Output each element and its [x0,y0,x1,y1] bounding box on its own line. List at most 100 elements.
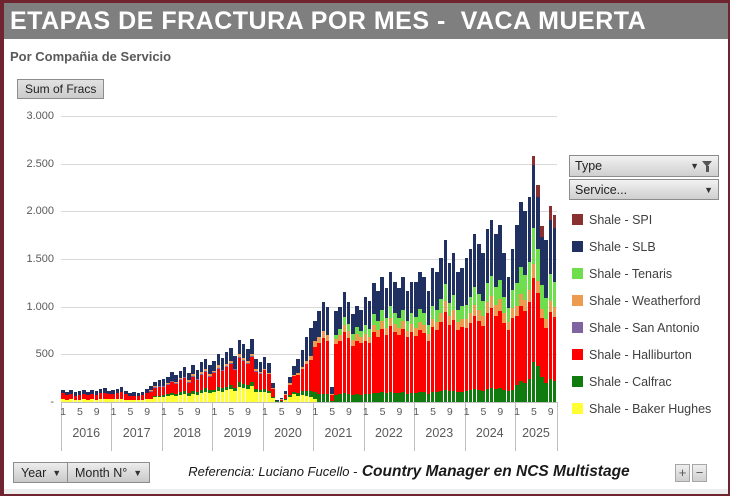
bar-segment-weatherford [531,263,536,279]
zoom-in-button[interactable]: + [675,464,690,482]
zoom-out-button[interactable]: − [692,464,707,482]
bar-segment-tenaris [409,313,414,325]
legend-label-spi: Shale - SPI [589,212,653,227]
bar-segment-tenaris [481,301,485,317]
bar-segment-calfrac [174,393,179,396]
bar-segment-halliburton [271,388,275,397]
bar-segment-sanantonio [161,385,166,387]
month-tick-label: 9 [245,406,251,418]
bar-segment-calfrac [481,390,485,402]
bar-segment-calfrac [187,393,191,396]
chevron-down-icon: ▼ [704,184,713,195]
bar-segment-weatherford [405,330,410,338]
bar-segment-halliburton [372,332,376,393]
type-filter-button[interactable]: Type ▼ [569,155,719,177]
bar-segment-halliburton [430,327,435,392]
bar-segment-halliburton [376,337,380,394]
bar-segment-halliburton [506,330,511,392]
year-filter-label: Year [21,465,47,480]
month-tick-label: 1 [110,406,117,418]
bar-segment-halliburton [304,363,309,392]
bar-segment-weatherford [464,319,469,329]
bar-segment-slb [229,348,233,362]
bar-segment-tenaris [426,324,431,335]
bar-segment-slb [296,359,300,373]
bar-segment-slb [77,391,82,395]
bar-segment-calfrac [245,385,250,389]
bar-segment-slb [245,348,250,362]
bar-segment-calfrac [321,393,326,402]
bar-segment-baker [107,399,111,402]
bar-segment-halliburton [523,310,527,383]
bar-segment-baker [300,395,305,402]
bar-segment-tenaris [367,328,372,337]
bar-segment-weatherford [363,333,368,341]
bar-segment-slb [535,197,540,250]
bar-segment-calfrac [338,394,342,402]
bar-segment-halliburton [107,394,111,400]
bar-segment-halliburton [384,335,389,394]
month-filter-button[interactable]: Month N° ▼ [67,462,151,483]
bar-segment-calfrac [346,393,351,402]
bar-segment-tenaris [443,283,448,302]
bar-segment-weatherford [338,334,342,341]
bar-segment-halliburton [493,315,498,390]
bar-segment-halliburton [73,395,78,400]
bar-segment-halliburton [237,357,242,383]
bar-segment-calfrac [363,393,368,402]
bar-segment-calfrac [451,390,456,402]
month-filter-label: Month N° [75,465,128,480]
bar-segment-baker [140,399,145,402]
month-tick-label: 1 [312,406,319,418]
bar-segment-weatherford [439,313,443,323]
bar-segment-tenaris [451,295,456,310]
legend-label-halliburton: Shale - Halliburton [589,347,692,362]
bar-segment-halliburton [98,393,103,400]
y-axis-tick-label: 3.000 [26,110,54,122]
bar-segment-baker [119,398,124,402]
month-tick-label: 5 [430,406,436,418]
month-tick-label: 1 [463,406,470,418]
legend-label-tenaris: Shale - Tenaris [589,266,673,281]
bar-segment-baker [170,395,174,402]
bar-segment-slb [199,361,204,373]
bar-segment-slb [283,390,288,394]
bar-segment-slb [94,391,99,395]
bar-segment-calfrac [397,393,401,402]
bar-segment-weatherford [380,320,385,330]
page-title: ETAPAS DE FRACTURA POR MES - VACA MUERTA [4,3,728,39]
bar-segment-calfrac [426,393,431,402]
bar-segment-weatherford [506,321,511,331]
bar-segment-slb [426,291,431,325]
bar-segment-slb [342,292,347,317]
bar-segment-weatherford [535,280,540,294]
bar-segment-calfrac [178,392,183,395]
legend-swatch-calfrac [572,376,583,387]
year-filter-button[interactable]: Year ▼ [13,462,70,483]
bar-segment-calfrac [254,388,258,392]
bar-segment-halliburton [334,344,338,395]
bar-segment-slb [552,227,557,282]
bar-segment-tenaris [485,283,490,303]
service-filter-button[interactable]: Service... ▼ [569,179,719,200]
bar-segment-halliburton [119,392,124,399]
bar-segment-baker [166,396,170,402]
bar-segment-baker [136,400,141,402]
service-filter-label: Service... [575,182,628,197]
sum-of-fracs-field-button[interactable]: Sum of Fracs [17,79,105,99]
bar-segment-weatherford [292,374,296,377]
bar-segment-weatherford [351,340,355,346]
bar-segment-weatherford [422,325,427,333]
legend-swatch-tenaris [572,268,583,279]
bar-segment-halliburton [481,325,485,391]
bar-segment-halliburton [250,356,254,382]
bar-segment-baker [229,389,233,402]
bar-segment-slb [145,389,149,394]
bar-segment-weatherford [355,334,359,341]
bar-segment-calfrac [212,389,216,393]
bar-segment-halliburton [124,394,128,400]
bar-segment-tenaris [397,317,401,328]
year-separator [262,403,264,451]
legend-swatch-weatherford [572,295,583,306]
bar-segment-halliburton [317,342,321,395]
